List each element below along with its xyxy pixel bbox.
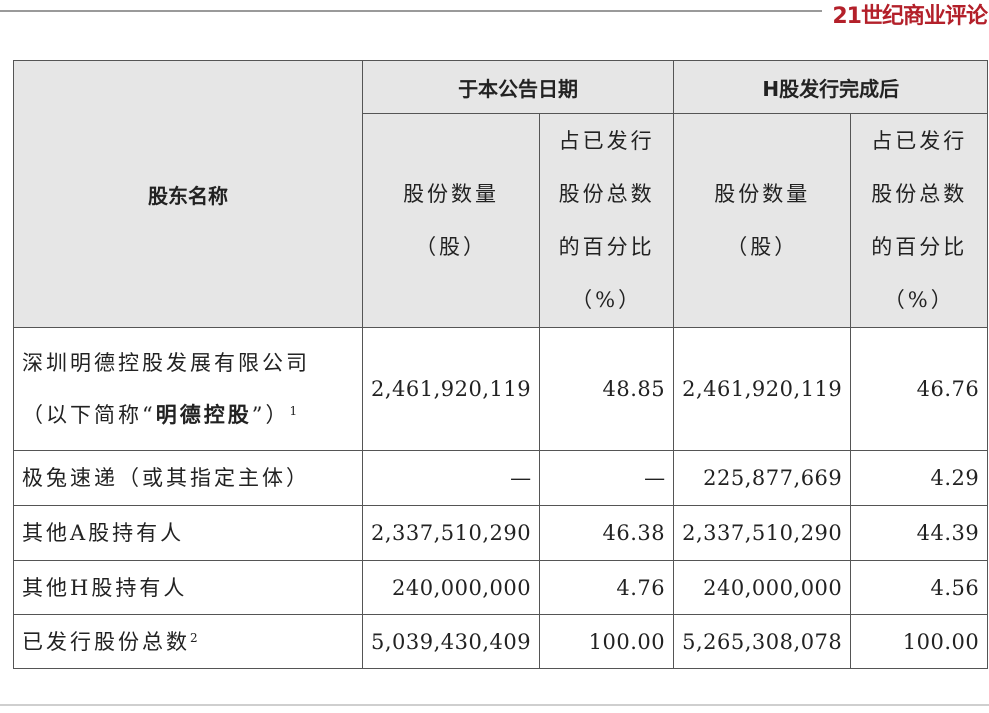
name-text: （以下简称“ <box>22 403 156 427</box>
name-line: 深圳明德控股发展有限公司 <box>22 351 310 375</box>
pct-after: 4.29 <box>850 450 989 506</box>
shares-after: 5,265,308,078 <box>673 614 852 669</box>
name-text: 已发行股份总数 <box>22 629 190 654</box>
shares-current: 5,039,430,409 <box>361 614 541 669</box>
shareholder-name: 其他H股持有人 <box>13 560 363 615</box>
shares-after: 2,461,920,119 <box>673 327 852 451</box>
table-row: 极兔速递（或其指定主体） — — 225,877,669 4.29 <box>13 450 989 506</box>
shares-after: 225,877,669 <box>673 450 852 506</box>
table-row: 已发行股份总数2 5,039,430,409 100.00 5,265,308,… <box>13 614 989 669</box>
pct-after: 44.39 <box>850 505 989 561</box>
header-text: 股份数量 <box>403 181 500 206</box>
brand-logo: 21世纪商业评论 <box>832 4 988 29</box>
table-row: 其他H股持有人 240,000,000 4.76 240,000,000 4.5… <box>13 560 989 615</box>
header-group-current: 于本公告日期 <box>361 60 675 114</box>
footnote-marker: 1 <box>289 404 301 418</box>
header-text: 股份总数 <box>871 181 968 206</box>
table-row: 其他A股持有人 2,337,510,290 46.38 2,337,510,29… <box>13 505 989 561</box>
header-text: 股份数量 <box>714 181 811 206</box>
header-text: （股） <box>415 234 488 259</box>
header-text: 占已发行 <box>558 128 655 153</box>
shares-current: 2,461,920,119 <box>361 327 541 451</box>
header-text: 股份总数 <box>558 181 655 206</box>
header-shares-after: 股份数量 （股） <box>673 113 852 328</box>
shares-after: 2,337,510,290 <box>673 505 852 561</box>
shareholder-name: 极兔速递（或其指定主体） <box>13 450 363 506</box>
header-text: 的百分比 <box>871 234 968 259</box>
header-text: （%） <box>571 287 643 312</box>
name-text: ”） <box>251 403 290 427</box>
header-shares-current: 股份数量 （股） <box>361 113 541 328</box>
pct-current: 100.00 <box>539 614 675 669</box>
pct-after: 100.00 <box>850 614 989 669</box>
shares-after: 240,000,000 <box>673 560 852 615</box>
shares-current: 2,337,510,290 <box>361 505 541 561</box>
shares-current: — <box>361 450 541 506</box>
pct-after: 46.76 <box>850 327 989 451</box>
shareholder-name: 深圳明德控股发展有限公司 （以下简称“明德控股”）1 <box>13 327 363 451</box>
name-abbrev: 明德控股 <box>155 403 252 427</box>
header-shareholder-name: 股东名称 <box>13 60 363 328</box>
table-row: 深圳明德控股发展有限公司 （以下简称“明德控股”）1 2,461,920,119… <box>13 327 989 451</box>
shareholder-name: 已发行股份总数2 <box>13 614 363 669</box>
pct-current: 46.38 <box>539 505 675 561</box>
shares-current: 240,000,000 <box>361 560 541 615</box>
pct-current: — <box>539 450 675 506</box>
header-text: （%） <box>883 287 955 312</box>
header-rule <box>0 10 822 12</box>
header-pct-current: 占已发行股份总数的百分比 （%） <box>539 113 675 328</box>
header-text: （股） <box>726 234 799 259</box>
pct-current: 48.85 <box>539 327 675 451</box>
shareholding-table: 股东名称 于本公告日期 H股发行完成后 股份数量 （股） 占已发行股份总数的百分比… <box>13 60 989 669</box>
pct-current: 4.76 <box>539 560 675 615</box>
footnote-marker: 2 <box>190 630 201 645</box>
header-text: 的百分比 <box>558 234 655 259</box>
shareholder-name: 其他A股持有人 <box>13 505 363 561</box>
header-text: 占已发行 <box>871 128 968 153</box>
pct-after: 4.56 <box>850 560 989 615</box>
header-group-after: H股发行完成后 <box>673 60 989 114</box>
header-pct-after: 占已发行股份总数的百分比 （%） <box>850 113 989 328</box>
footer-rule <box>0 704 989 706</box>
